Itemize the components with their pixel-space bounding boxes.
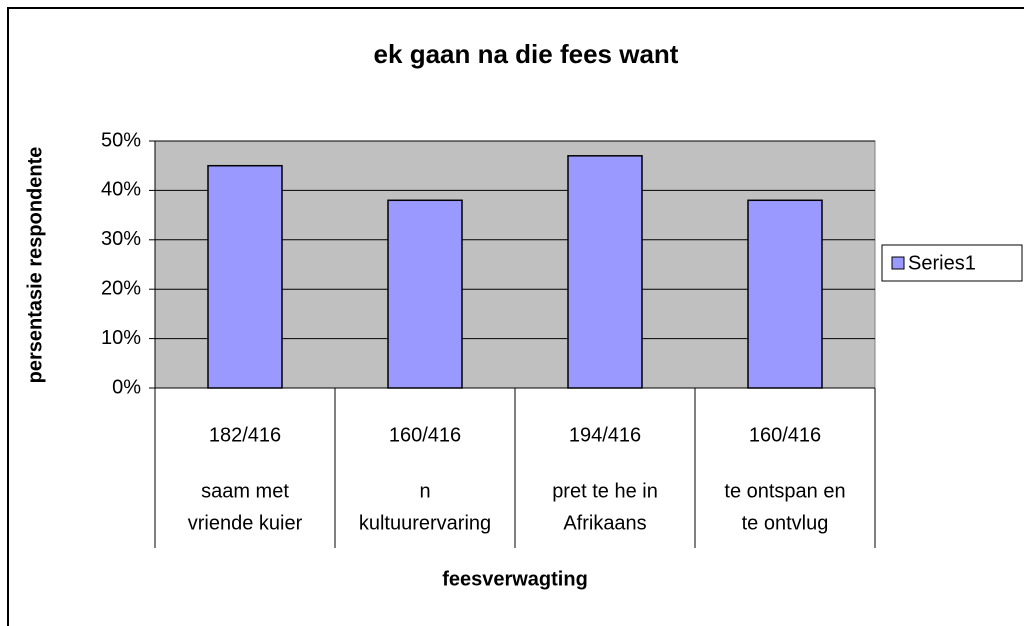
x-tick-label: 194/416 — [569, 424, 641, 446]
y-tick-label: 20% — [101, 277, 141, 299]
bar — [207, 164, 283, 389]
y-tick-label: 30% — [101, 228, 141, 250]
bar — [387, 199, 463, 389]
x-tick-label: 160/416 — [749, 424, 821, 446]
legend-swatch — [891, 256, 905, 270]
x-tick-label: Afrikaans — [563, 512, 646, 534]
x-tick-label: kultuurervaring — [359, 512, 491, 534]
y-tick-label: 50% — [101, 129, 141, 151]
x-tick-label: 182/416 — [209, 424, 281, 446]
x-tick-label: pret te he in — [552, 480, 658, 502]
x-tick-label: te ontvlug — [742, 512, 829, 534]
y-axis-label: persentasie respondente — [24, 147, 46, 384]
y-tick-label: 40% — [101, 179, 141, 201]
y-tick-label: 0% — [112, 376, 141, 398]
x-tick-label: n — [419, 480, 430, 502]
bar — [567, 155, 643, 389]
x-axis-label: feesverwagting — [442, 568, 588, 590]
y-tick-label: 10% — [101, 327, 141, 349]
x-tick-label: saam met — [201, 480, 289, 502]
x-tick-label: 160/416 — [389, 424, 461, 446]
legend-box — [881, 244, 1023, 282]
chart-title: ek gaan na die fees want — [374, 39, 679, 69]
legend-label: Series1 — [908, 252, 976, 274]
x-tick-label: te ontspan en — [724, 480, 845, 502]
x-tick-label: vriende kuier — [188, 512, 303, 534]
bar — [747, 199, 823, 389]
